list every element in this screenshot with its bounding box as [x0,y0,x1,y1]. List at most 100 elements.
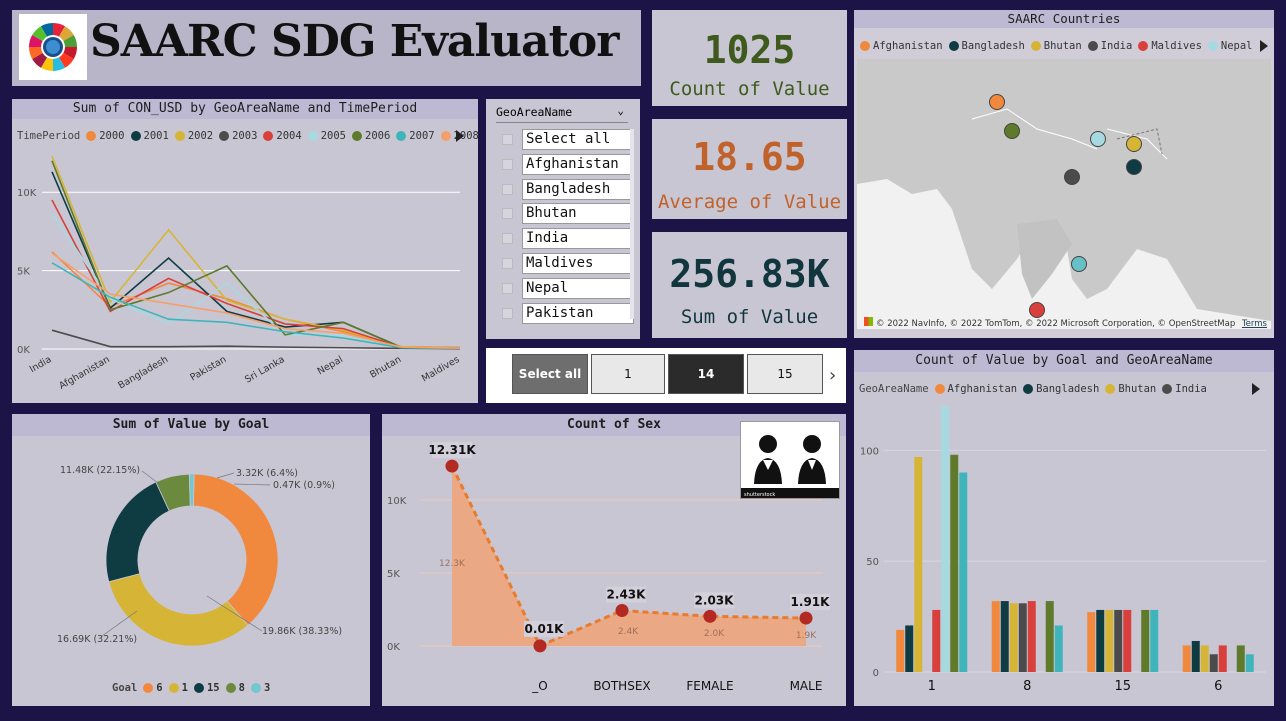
slicer-checkbox[interactable] [502,208,513,220]
bar-pakistan-goal-8[interactable] [1045,601,1054,672]
chevron-right-icon[interactable]: › [829,365,837,386]
attribution-text[interactable]: © 2022 NavInfo, © 2022 TomTom, © 2022 Mi… [876,319,1236,329]
map-marker-maldives[interactable] [1029,302,1045,318]
map-marker-india[interactable] [1064,169,1080,185]
map-canvas[interactable] [857,59,1271,329]
geo-slicer-panel[interactable]: GeoAreaName ⌄ Select all Afghanistan Bangl… [486,99,640,339]
slicer-item-afghanistan[interactable]: Afghanistan [522,153,634,175]
line-legend-next-icon[interactable] [456,130,464,142]
data-point[interactable] [703,609,717,623]
legend-item[interactable]: 2002 [174,130,213,142]
slicer-item-nepal[interactable]: Nepal [522,277,634,299]
donut-slice-1[interactable] [108,573,249,647]
bar-afghanistan-goal-8[interactable] [991,601,1000,672]
legend-item[interactable]: Maldives [1138,40,1202,52]
legend-item[interactable]: Nepal [1207,40,1253,52]
kpi-sum-card[interactable]: 256.83K Sum of Value [652,232,847,338]
map-marker-pakistan[interactable] [1004,123,1020,139]
map-terms-link[interactable]: Terms [1241,319,1267,329]
kpi-average-card[interactable]: 18.65 Average of Value [652,119,847,219]
donut-slice-6[interactable] [192,473,279,626]
bar-sri-lanka-goal-1[interactable] [959,472,968,673]
slicer-item-pakistan[interactable]: Pakistan [522,302,634,324]
legend-item[interactable]: India [1162,383,1207,395]
chevron-down-icon[interactable]: ⌄ [617,104,624,117]
slicer-checkbox[interactable] [502,233,513,245]
data-point[interactable] [799,611,813,625]
goal-chip-1[interactable]: 1 [591,354,665,394]
bar-sri-lanka-goal-8[interactable] [1054,625,1063,672]
area-line[interactable] [450,465,807,648]
legend-item[interactable]: 15 [193,682,220,694]
donut-slice-3[interactable] [188,473,195,507]
goal-chip-15[interactable]: 15 [747,354,823,394]
bar-bangladesh-goal-6[interactable] [1191,640,1200,672]
bar-nepal-goal-1[interactable] [941,406,950,672]
legend-item[interactable]: 2000 [86,130,125,142]
bar-bhutan-goal-15[interactable] [1105,609,1114,672]
bar-bangladesh-goal-1[interactable] [905,625,914,672]
slicer-checkbox[interactable] [502,258,513,269]
map-panel[interactable]: SAARC Countries Afghanistan Bangladesh Bhu… [854,10,1274,338]
map-legend-next-icon[interactable] [1260,40,1268,52]
geo-slicer-header[interactable]: GeoAreaName ⌄ [496,104,628,123]
donut-slice-15[interactable] [105,481,170,583]
kpi-count-card[interactable]: 1025 Count of Value [652,10,847,106]
data-point[interactable] [533,639,547,653]
map-marker-sri-lanka[interactable] [1071,256,1087,272]
line-series-2004[interactable] [51,199,461,349]
line-chart-panel[interactable]: Sum of CON_USD by GeoAreaName and TimePe… [12,99,479,403]
legend-item[interactable]: Bhutan [1030,40,1082,52]
bar-pakistan-goal-1[interactable] [950,454,959,672]
bar-bhutan-goal-8[interactable] [1009,603,1018,672]
bar-bangladesh-goal-8[interactable] [1000,601,1009,672]
slicer-checkbox[interactable] [502,282,513,294]
slicer-item-bangladesh[interactable]: Bangladesh [522,178,634,200]
bar-india-goal-6[interactable] [1209,654,1218,672]
legend-item[interactable]: Bhutan [1105,383,1156,395]
bar-india-goal-15[interactable] [1114,609,1123,672]
bar-maldives-goal-6[interactable] [1218,645,1227,672]
legend-item[interactable]: 1 [168,682,188,694]
slicer-checkbox[interactable] [502,158,513,170]
legend-item[interactable]: India [1087,40,1132,52]
goal-chip-14[interactable]: 14 [668,354,744,394]
legend-item[interactable]: Bangladesh [948,40,1025,52]
slicer-checkbox[interactable] [502,183,513,195]
legend-item[interactable]: 8 [225,682,245,694]
line-series-2008[interactable] [51,252,461,349]
legend-item[interactable]: Afghanistan [860,40,943,52]
map-marker-bhutan[interactable] [1126,136,1142,152]
line-series-2003[interactable] [51,329,461,350]
legend-item[interactable]: 2007 [396,130,435,142]
legend-item[interactable]: 2005 [307,130,346,142]
data-point[interactable] [615,603,629,617]
sex-panel[interactable]: Count of Sex shutterstock 10K 5K 0K 12.31K 0… [382,414,846,706]
map-marker-nepal[interactable] [1090,131,1106,147]
legend-item[interactable]: 2003 [219,130,257,142]
goal-chip-select-all[interactable]: Select all [512,354,588,394]
bar-afghanistan-goal-6[interactable] [1182,645,1191,672]
legend-item[interactable]: 2004 [263,130,302,142]
bar-maldives-goal-15[interactable] [1123,609,1132,672]
line-series-2005[interactable] [51,213,461,350]
bar-bhutan-goal-1[interactable] [914,456,923,672]
map-marker-afghanistan[interactable] [989,94,1005,110]
bar-afghanistan-goal-1[interactable] [896,629,905,672]
bar-pakistan-goal-15[interactable] [1141,609,1150,672]
data-point[interactable] [445,459,459,473]
slicer-item-bhutan[interactable]: Bhutan [522,203,634,225]
slicer-item-select-all[interactable]: Select all [522,129,634,150]
bar-bangladesh-goal-15[interactable] [1096,609,1105,672]
geo-slicer-scrollbar[interactable] [630,129,634,319]
bar-sri-lanka-goal-15[interactable] [1150,609,1159,672]
bar-pakistan-goal-6[interactable] [1236,645,1245,672]
line-series-2006[interactable] [51,160,461,349]
bar-india-goal-8[interactable] [1018,603,1027,672]
legend-item[interactable]: Afghanistan [934,383,1017,395]
bar-afghanistan-goal-15[interactable] [1087,612,1096,672]
legend-item[interactable]: Bangladesh [1023,383,1099,395]
legend-item[interactable]: 2006 [352,130,390,142]
bar-chart-panel[interactable]: Count of Value by Goal and GeoAreaName G… [854,350,1274,706]
donut-panel[interactable]: Sum of Value by Goal 19.86K (38.33%) 16.6… [12,414,370,706]
